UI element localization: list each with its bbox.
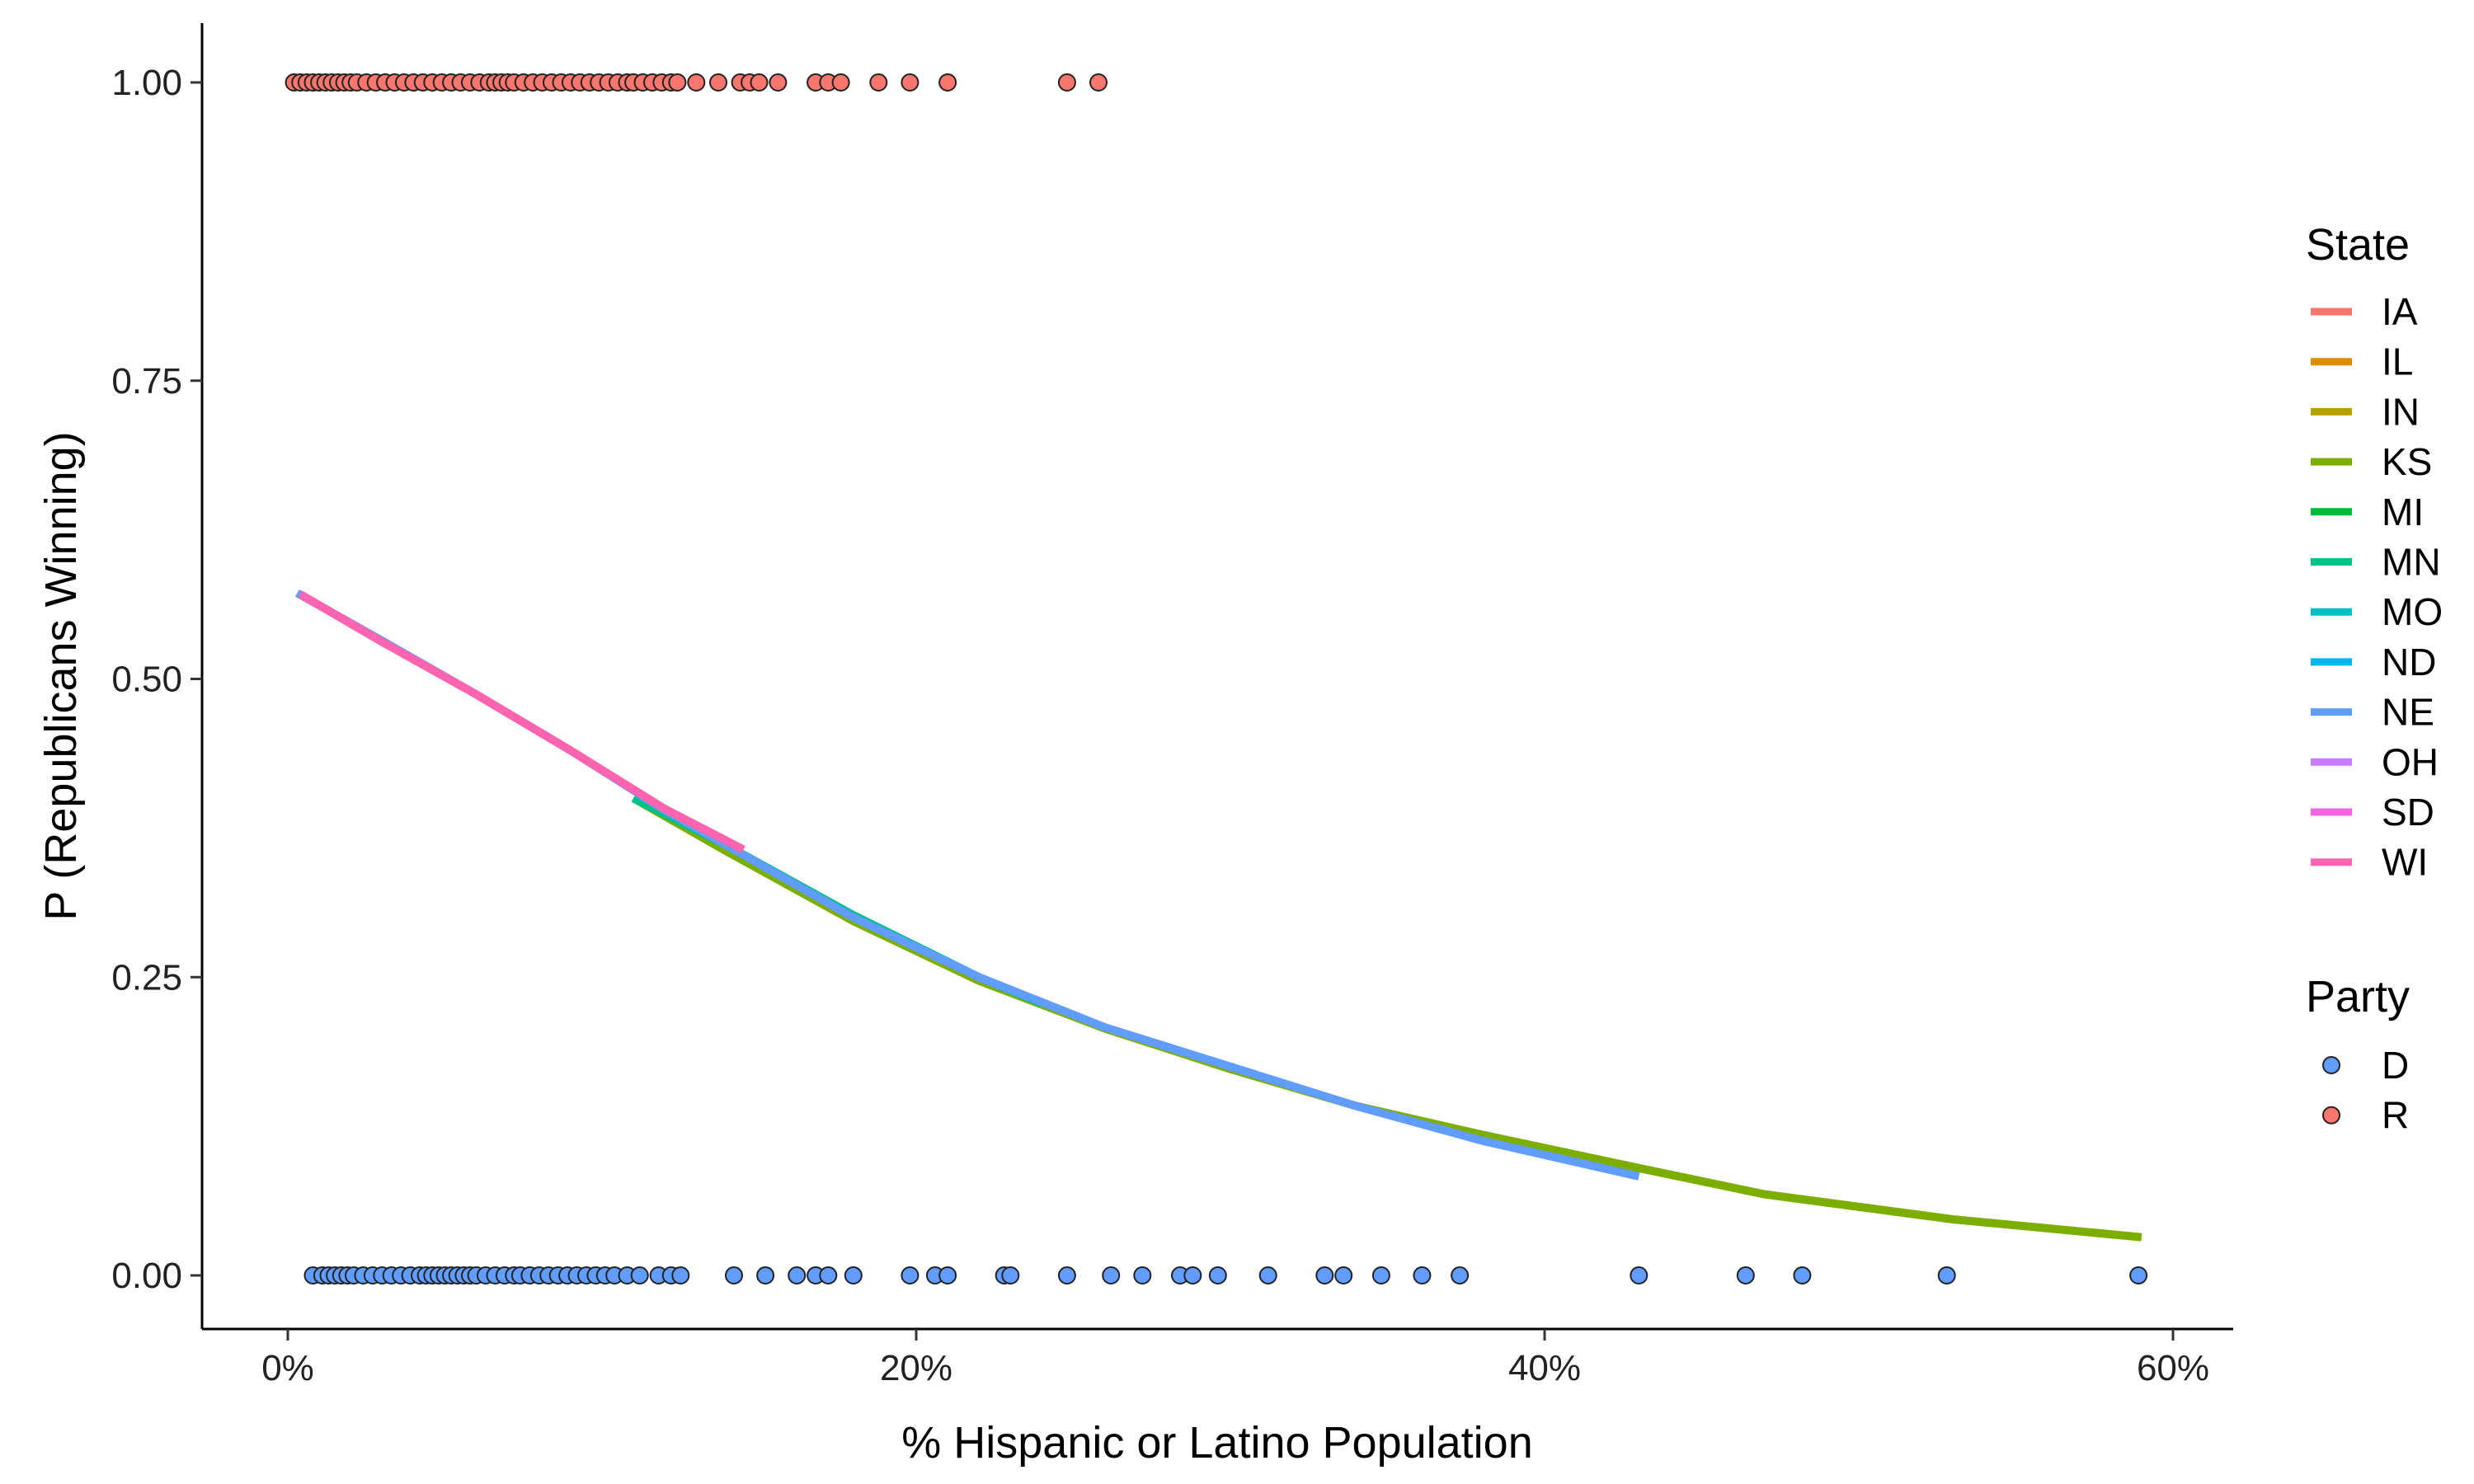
point-republican [869,73,888,92]
point-democrat [1630,1266,1649,1284]
point-democrat [756,1266,775,1284]
legend-state-label: OH [2382,740,2439,783]
legend-state-label: WI [2382,841,2428,884]
legend-state-label: NE [2382,691,2434,734]
x-tick-label: 40% [1508,1348,1581,1388]
point-democrat [1371,1266,1390,1284]
y-tick-label: 0.25 [111,957,182,998]
legend-state-label: MO [2382,590,2443,633]
legend-state-label: IA [2382,290,2418,333]
point-democrat [1258,1266,1277,1284]
legend-state-title: State [2306,220,2410,270]
legend-party-label: D [2382,1044,2409,1087]
point-democrat [1208,1266,1227,1284]
point-democrat [1413,1266,1432,1284]
legend-party-key [2322,1056,2340,1074]
x-tick-label: 60% [2137,1348,2209,1388]
legend-party-label: R [2382,1094,2409,1137]
legend-state-label: IN [2382,390,2420,433]
x-tick-label: 20% [880,1348,952,1388]
point-republican [938,73,957,92]
point-republican [901,73,920,92]
legend-state-label: ND [2382,641,2436,683]
legend-state-label: KS [2382,440,2432,483]
fit-lines [294,589,2142,1242]
y-tick-label: 0.75 [111,361,182,402]
plot-area [285,73,2148,1284]
point-republican [831,73,850,92]
point-republican [668,73,687,92]
y-axis-ticks: 0.00 0.25 0.50 0.75 1.00 [111,63,202,1296]
point-republican [687,73,706,92]
point-democrat [788,1266,807,1284]
legend-state-label: IL [2382,340,2413,383]
point-democrat [819,1266,838,1284]
x-axis-ticks: 0% 20% 40% 60% [261,1329,2209,1388]
y-tick-label: 0.00 [111,1256,182,1296]
y-tick-label: 1.00 [111,63,182,103]
point-democrat [901,1266,920,1284]
point-democrat [938,1266,957,1284]
point-democrat [1334,1266,1353,1284]
y-tick-label: 0.50 [111,660,182,700]
legend-state: State IA IL IN KS MI MN MO ND NE OH SD WI [2306,220,2443,884]
point-democrat [1793,1266,1812,1284]
point-democrat [844,1266,863,1284]
point-republican [750,73,769,92]
point-democrat [1937,1266,1956,1284]
legend-state-label: MI [2382,491,2424,533]
legend-state-label: MN [2382,541,2441,584]
point-democrat [671,1266,690,1284]
point-democrat [1736,1266,1755,1284]
point-democrat [1315,1266,1334,1284]
x-axis-title: % Hispanic or Latino Population [901,1418,1532,1468]
point-democrat [1102,1266,1121,1284]
point-republican [1057,73,1076,92]
point-democrat [1451,1266,1470,1284]
point-republican [769,73,788,92]
y-axis-title: P (Republicans Winning) [36,431,86,920]
point-democrat [725,1266,743,1284]
legend-party: Party DR [2306,972,2410,1137]
point-democrat [630,1266,649,1284]
point-republican [709,73,727,92]
points [285,73,2148,1284]
legend-state-label: SD [2382,791,2434,834]
legend-party-key [2322,1106,2340,1125]
legend-party-title: Party [2306,972,2410,1021]
point-democrat [1057,1266,1076,1284]
point-republican [1089,73,1108,92]
point-democrat [1183,1266,1202,1284]
point-democrat [1133,1266,1152,1284]
point-democrat [2129,1266,2148,1284]
fit-line-wi [298,590,745,853]
point-democrat [1001,1266,1020,1284]
x-tick-label: 0% [261,1348,314,1388]
